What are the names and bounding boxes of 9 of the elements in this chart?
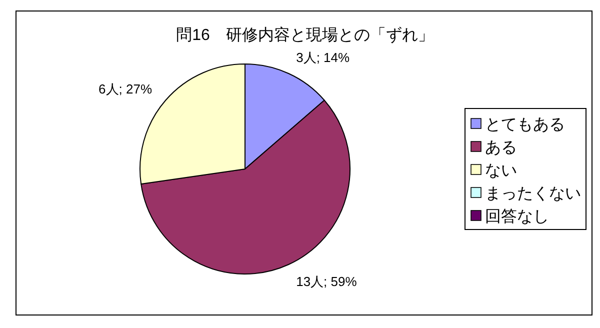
- legend-label: まったくない: [485, 186, 581, 202]
- legend-label: ない: [485, 162, 517, 180]
- data-label: 6人; 27%: [98, 81, 152, 96]
- legend-label: ある: [485, 140, 517, 156]
- data-label: 3人; 14%: [296, 50, 350, 66]
- legend-label: 回答なし: [485, 208, 549, 226]
- legend-label: とてもある: [485, 116, 565, 134]
- data-label: 13人; 59%: [296, 274, 358, 289]
- chart-title: 問16 研修内容と現場との「ずれ」: [176, 26, 434, 44]
